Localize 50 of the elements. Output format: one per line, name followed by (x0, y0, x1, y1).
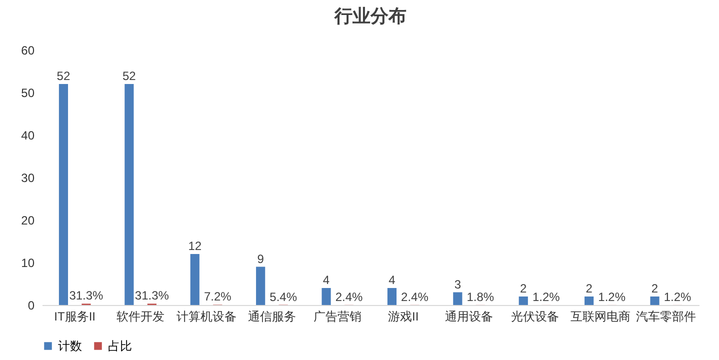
data-label: 2 (520, 282, 528, 296)
y-tick-label: 0 (28, 298, 35, 312)
bar (322, 288, 331, 305)
data-label: 1.2% (664, 290, 692, 304)
data-label: 3 (454, 277, 462, 292)
x-tick-label: 通信服务 (248, 310, 296, 324)
y-tick-label: 20 (21, 214, 35, 228)
y-tick-label: 40 (21, 128, 35, 142)
y-tick-label: 30 (21, 171, 35, 185)
data-label: 1.2% (598, 290, 626, 304)
x-tick-label: 通用设备 (445, 310, 494, 324)
x-tick-label: 广告营销 (314, 310, 362, 324)
bar (58, 84, 68, 305)
bar (453, 292, 462, 305)
data-label: 7.2% (204, 290, 232, 304)
legend-label: 计数 (58, 339, 82, 353)
data-label: 9 (257, 252, 264, 266)
x-tick-label: IT服务II (54, 310, 96, 324)
data-label: 5.4% (270, 290, 298, 304)
bar (124, 84, 134, 305)
bar (518, 296, 528, 305)
x-tick-label: 计算机设备 (176, 310, 236, 324)
data-label: 31.3% (69, 288, 104, 303)
y-tick-label: 50 (21, 86, 35, 100)
data-label: 1.2% (532, 290, 560, 304)
data-label: 1.8% (466, 290, 494, 304)
bar (584, 296, 594, 305)
chart-title: 行业分布 (334, 6, 406, 26)
data-label: 52 (56, 69, 70, 83)
data-label: 2.4% (401, 290, 429, 304)
data-label: 31.3% (134, 288, 170, 303)
x-tick-label: 光伏设备 (510, 310, 559, 324)
x-tick-label: 互联网电商 (570, 310, 630, 324)
x-tick-label: 软件开发 (116, 310, 165, 324)
bar (650, 296, 660, 305)
y-tick-label: 60 (21, 44, 35, 58)
data-label: 4 (322, 273, 330, 287)
bar (256, 266, 266, 305)
data-label: 12 (188, 239, 202, 253)
data-label: 4 (388, 273, 396, 287)
y-tick-label: 10 (21, 256, 35, 270)
x-tick-label: 游戏II (388, 310, 419, 324)
bar (190, 254, 200, 305)
legend-label: 占比 (108, 339, 132, 353)
data-label: 2 (651, 282, 658, 296)
bar (387, 288, 397, 305)
data-label: 2.4% (335, 290, 364, 304)
data-label: 52 (122, 69, 136, 83)
data-label: 2 (586, 282, 593, 296)
x-tick-label: 汽车零部件 (636, 310, 696, 324)
